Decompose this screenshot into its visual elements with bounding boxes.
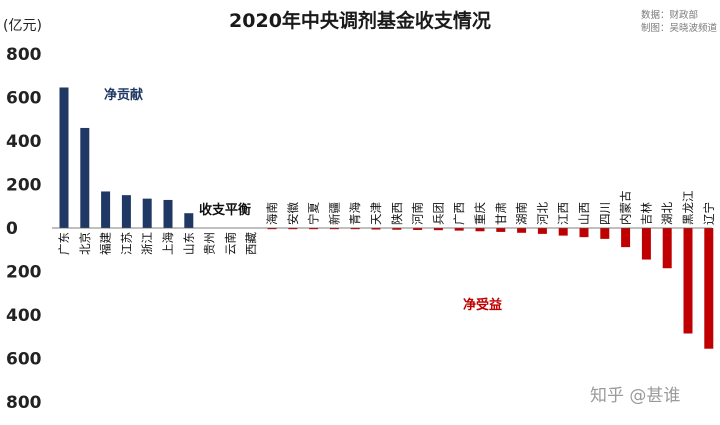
y-tick-label: 600 <box>6 350 42 370</box>
category-label: 青海 <box>348 202 362 225</box>
category-label: 西藏 <box>244 232 258 255</box>
category-label: 新疆 <box>327 202 341 225</box>
category-label: 云南 <box>223 232 237 255</box>
bar <box>163 199 173 228</box>
bar <box>371 228 381 230</box>
category-label: 河南 <box>411 202 425 225</box>
y-tick-label: 400 <box>6 306 42 326</box>
category-label: 海南 <box>265 202 279 225</box>
y-tick-label: 0 <box>6 219 18 239</box>
bar <box>517 228 527 233</box>
category-label: 兵团 <box>431 202 445 225</box>
bar <box>392 228 402 230</box>
bar <box>142 198 152 228</box>
bar <box>350 228 360 230</box>
annotation-balanced: 收支平衡 <box>199 202 251 218</box>
bar <box>579 228 589 238</box>
category-label: 山西 <box>577 202 591 225</box>
category-label: 宁夏 <box>307 202 321 225</box>
category-label: 重庆 <box>473 202 487 225</box>
y-axis: 800 600 400 200 0 200 400 600 800 <box>6 45 42 413</box>
y-tick-label: 400 <box>6 132 42 152</box>
bar <box>621 228 631 248</box>
bar <box>683 228 693 334</box>
category-label: 甘肃 <box>494 202 508 225</box>
category-label: 湖南 <box>515 202 529 225</box>
category-label: 吉林 <box>639 202 653 225</box>
category-label: 广西 <box>452 202 466 225</box>
category-label: 内蒙古 <box>619 191 633 226</box>
bar <box>454 228 464 231</box>
category-label: 陕西 <box>390 202 404 225</box>
bar <box>267 228 277 230</box>
category-label: 广东 <box>57 232 71 255</box>
category-label: 河北 <box>535 202 549 225</box>
category-label: 山东 <box>182 232 196 255</box>
y-tick-label: 200 <box>6 263 42 283</box>
bar <box>496 228 506 232</box>
bar <box>558 228 568 236</box>
bar <box>662 228 672 269</box>
bars <box>59 87 714 349</box>
category-label: 贵州 <box>203 232 217 255</box>
watermark: 知乎 @甚谁 <box>590 386 680 406</box>
bar <box>475 228 485 232</box>
category-label: 江西 <box>556 202 570 225</box>
annotation-net-contribution: 净贡献 <box>104 87 143 103</box>
bar <box>641 228 651 260</box>
source-line-credit: 制图：吴晓波频道 <box>641 22 718 34</box>
bar <box>101 191 111 228</box>
source-line-data: 数据：财政部 <box>641 9 698 21</box>
y-tick-label: 800 <box>6 45 42 65</box>
bar <box>80 127 90 228</box>
y-tick-label: 800 <box>6 393 42 413</box>
category-label: 安徽 <box>286 202 300 225</box>
bar <box>413 228 423 230</box>
category-label: 北京 <box>78 232 92 255</box>
annotation-net-beneficiary: 净受益 <box>463 297 502 313</box>
category-label: 黑龙江 <box>681 190 695 225</box>
chart-title: 2020年中央调剂基金收支情况 <box>229 9 491 32</box>
category-label: 天津 <box>369 202 383 225</box>
bar <box>329 228 339 230</box>
bar <box>59 87 69 229</box>
category-label: 上海 <box>161 232 175 255</box>
bar <box>309 228 319 230</box>
bar <box>704 228 714 349</box>
bar <box>537 228 547 234</box>
category-label: 福建 <box>99 232 113 255</box>
category-label: 辽宁 <box>702 202 716 225</box>
bar <box>433 228 443 231</box>
y-tick-label: 200 <box>6 176 42 196</box>
category-label: 江苏 <box>119 232 133 255</box>
bar <box>600 228 610 239</box>
y-axis-unit: (亿元) <box>3 18 42 34</box>
bar <box>121 195 131 228</box>
category-label: 浙江 <box>140 232 154 255</box>
bar <box>184 213 194 228</box>
category-label: 湖北 <box>660 202 674 225</box>
bar <box>288 228 298 230</box>
y-tick-label: 600 <box>6 89 42 109</box>
category-label: 四川 <box>598 202 612 225</box>
